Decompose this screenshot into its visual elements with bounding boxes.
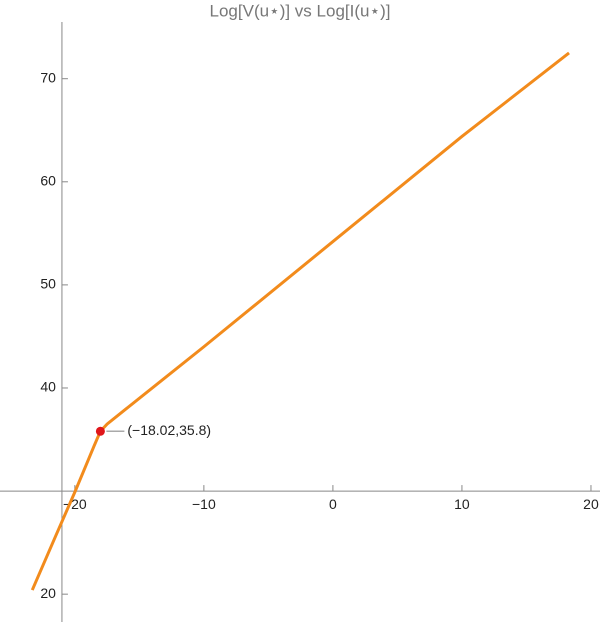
y-tick-label: 40 bbox=[40, 379, 56, 395]
y-tick-label: 70 bbox=[40, 69, 56, 85]
x-tick-label: 0 bbox=[329, 496, 337, 512]
x-tick-label: −10 bbox=[192, 496, 216, 512]
line bbox=[30, 51, 570, 591]
point bbox=[95, 426, 105, 436]
y-tick-label: 50 bbox=[40, 276, 56, 292]
annotation: (−18.02,35.8) bbox=[127, 422, 211, 438]
y-tick-label: 60 bbox=[40, 172, 56, 188]
chart-title: Log[V(u⋆)] vs Log[I(u⋆)] bbox=[210, 1, 391, 20]
x-tick-label: 20 bbox=[583, 496, 599, 512]
y-tick-label: 20 bbox=[40, 585, 56, 601]
x-tick-label: 10 bbox=[454, 496, 470, 512]
